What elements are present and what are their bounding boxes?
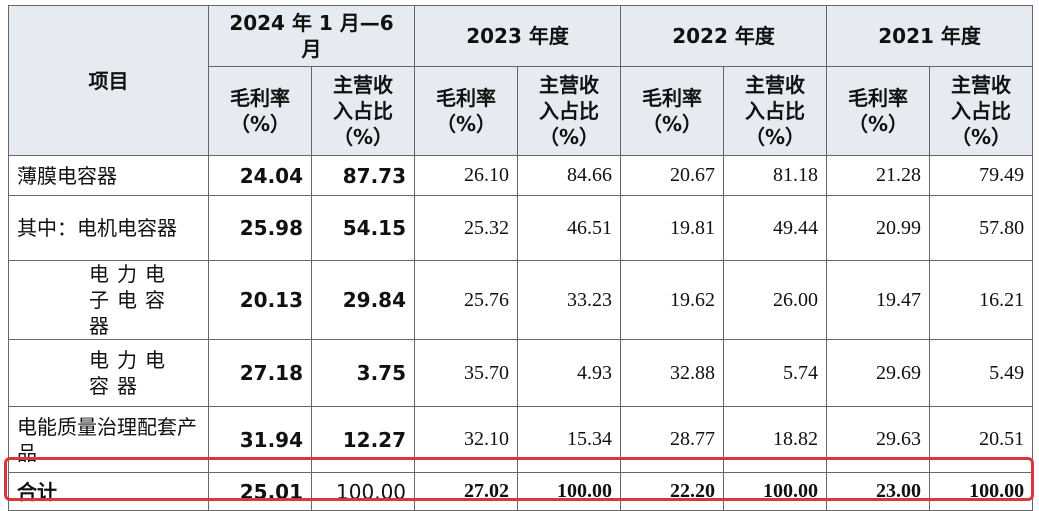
value-cell: 31.94 <box>208 406 312 473</box>
row-label: 薄膜电容器 <box>8 155 209 196</box>
value-cell: 29.69 <box>826 339 931 407</box>
data-row: 电力电容器 27.18 3.75 35.70 4.93 32.88 5.74 29.69 5.4… <box>8 339 1034 407</box>
data-row: 其中：电机电容器 25.98 54.15 25.32 46.51 19.81 49.44 20… <box>8 195 1034 261</box>
value-cell: 87.73 <box>310 155 416 196</box>
row-label: 电能质量治理配套产品 <box>8 406 209 473</box>
value-cell: 29.63 <box>826 406 931 473</box>
value-cell: 33.23 <box>517 260 622 340</box>
value-cell: 100.00 <box>517 472 622 511</box>
value-cell: 22.20 <box>620 472 725 511</box>
value-cell: 19.62 <box>620 260 725 340</box>
row-label: 电力电子电容器 <box>8 260 209 340</box>
subheader-row: 毛利率 （%） 主营收 入占比 （%） 毛利率 （%） 主营收 入占比 （%） 毛利率 … <box>9 66 1034 156</box>
value-cell: 20.67 <box>620 155 725 196</box>
value-cell: 18.82 <box>723 406 828 473</box>
value-cell: 5.49 <box>929 339 1034 407</box>
row-label: 合计 <box>8 472 209 511</box>
data-row: 电能质量治理配套产品 31.94 12.27 32.10 15.34 28.77 18.82… <box>8 406 1034 473</box>
metric-header: 毛利率 （%） <box>208 66 312 156</box>
metric-header: 主营收 入占比 （%） <box>517 66 622 156</box>
value-cell: 20.13 <box>208 260 312 340</box>
value-cell: 79.49 <box>929 155 1034 196</box>
metric-header: 毛利率 （%） <box>826 66 931 156</box>
value-cell: 29.84 <box>310 260 416 340</box>
value-cell: 23.00 <box>826 472 931 511</box>
total-row: 合计 25.01 100.00 27.02 100.00 22.20 100.00 23.00… <box>8 472 1034 511</box>
value-cell: 25.76 <box>414 260 519 340</box>
header-row: 项目 2024 年 1 月—6 月 2023 年度 2022 年度 2021 年度 <box>8 5 1034 156</box>
value-cell: 25.32 <box>414 195 519 261</box>
value-cell: 81.18 <box>723 155 828 196</box>
value-cell: 4.93 <box>517 339 622 407</box>
value-cell: 12.27 <box>310 406 416 473</box>
value-cell: 27.02 <box>414 472 519 511</box>
value-cell: 84.66 <box>517 155 622 196</box>
value-cell: 54.15 <box>310 195 416 261</box>
period-header: 2024 年 1 月—6 月 <box>207 5 416 67</box>
period-header: 2023 年度 <box>414 5 622 67</box>
row-label: 电力电容器 <box>8 339 209 407</box>
table-body: 薄膜电容器 24.04 87.73 26.10 84.66 20.67 81.18 21.28… <box>8 155 1034 511</box>
period-header: 2022 年度 <box>620 5 828 67</box>
value-cell: 57.80 <box>929 195 1034 261</box>
value-cell: 28.77 <box>620 406 725 473</box>
financial-table: 项目 2024 年 1 月—6 月 2023 年度 2022 年度 2021 年度 毛利率… <box>8 5 1034 511</box>
value-cell: 32.88 <box>620 339 725 407</box>
value-cell: 25.01 <box>208 472 312 511</box>
value-cell: 16.21 <box>929 260 1034 340</box>
value-cell: 26.10 <box>414 155 519 196</box>
table-header: 项目 2024 年 1 月—6 月 2023 年度 2022 年度 2021 年度 毛利率… <box>8 5 1034 156</box>
metric-header: 毛利率 （%） <box>414 66 519 156</box>
value-cell: 19.81 <box>620 195 725 261</box>
value-cell: 25.98 <box>208 195 312 261</box>
value-cell: 20.99 <box>826 195 931 261</box>
value-cell: 21.28 <box>826 155 931 196</box>
value-cell: 24.04 <box>208 155 312 196</box>
value-cell: 35.70 <box>414 339 519 407</box>
value-cell: 20.51 <box>929 406 1034 473</box>
row-label: 其中：电机电容器 <box>8 195 209 261</box>
value-cell: 100.00 <box>929 472 1034 511</box>
item-header: 项目 <box>8 5 209 156</box>
value-cell: 5.74 <box>723 339 828 407</box>
value-cell: 32.10 <box>414 406 519 473</box>
value-cell: 100.00 <box>723 472 828 511</box>
period-header: 2021 年度 <box>826 5 1034 67</box>
metric-header: 主营收 入占比 （%） <box>310 66 416 156</box>
value-cell: 15.34 <box>517 406 622 473</box>
value-cell: 3.75 <box>310 339 416 407</box>
metric-header: 主营收 入占比 （%） <box>929 66 1034 156</box>
data-row: 电力电子电容器 20.13 29.84 25.76 33.23 19.62 26.00 19.… <box>8 260 1034 340</box>
data-row: 薄膜电容器 24.04 87.73 26.10 84.66 20.67 81.18 21.28… <box>8 155 1034 196</box>
value-cell: 46.51 <box>517 195 622 261</box>
value-cell: 49.44 <box>723 195 828 261</box>
value-cell: 26.00 <box>723 260 828 340</box>
metric-header: 毛利率 （%） <box>620 66 725 156</box>
value-cell: 27.18 <box>208 339 312 407</box>
value-cell: 100.00 <box>310 472 416 511</box>
metric-header: 主营收 入占比 （%） <box>723 66 828 156</box>
value-cell: 19.47 <box>826 260 931 340</box>
